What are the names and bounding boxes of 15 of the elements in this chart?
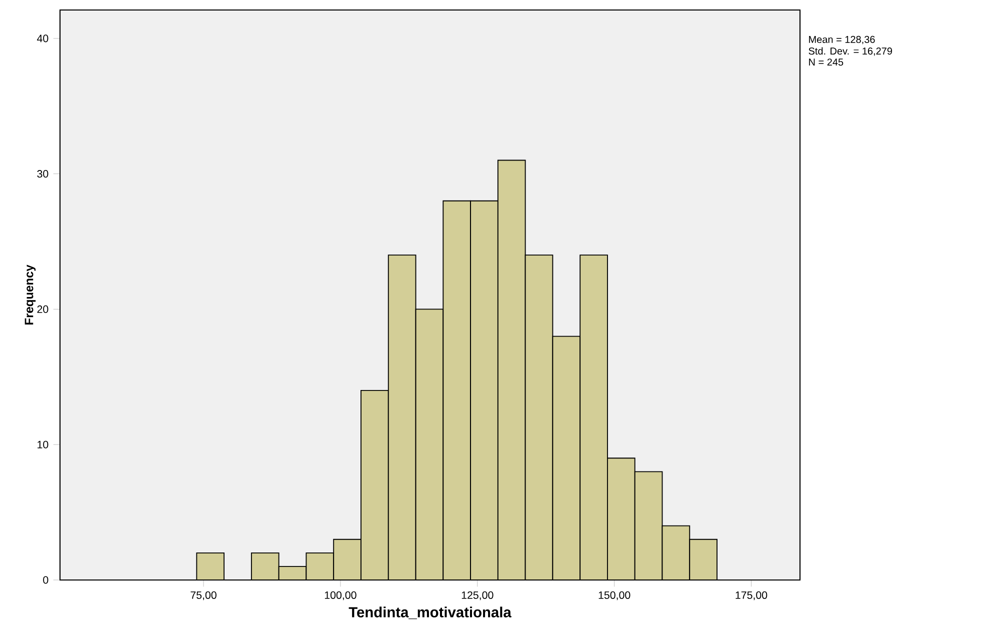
y-tick-label: 40	[37, 34, 48, 42]
x-tick-label: 175,00	[736, 591, 768, 600]
x-tick-label: 125,00	[462, 591, 494, 600]
y-tick-label: 0	[43, 576, 48, 584]
text: N = 245	[809, 58, 844, 66]
x-tick-label: 150,00	[598, 591, 630, 600]
y-tick-label: 10	[38, 440, 48, 448]
x-tick-label: 100,00	[324, 591, 356, 600]
y-tick-label: 30	[37, 170, 48, 178]
text: Std. Dev. = 16,279	[808, 47, 892, 56]
y-axis-title: Frequency	[24, 264, 36, 325]
y-tick-label: 20	[37, 305, 48, 313]
x-axis-title: Tendinta_motivationala	[348, 606, 512, 620]
x-tick-label: 75,00	[190, 591, 216, 600]
text: Mean = 128,36	[809, 36, 875, 44]
